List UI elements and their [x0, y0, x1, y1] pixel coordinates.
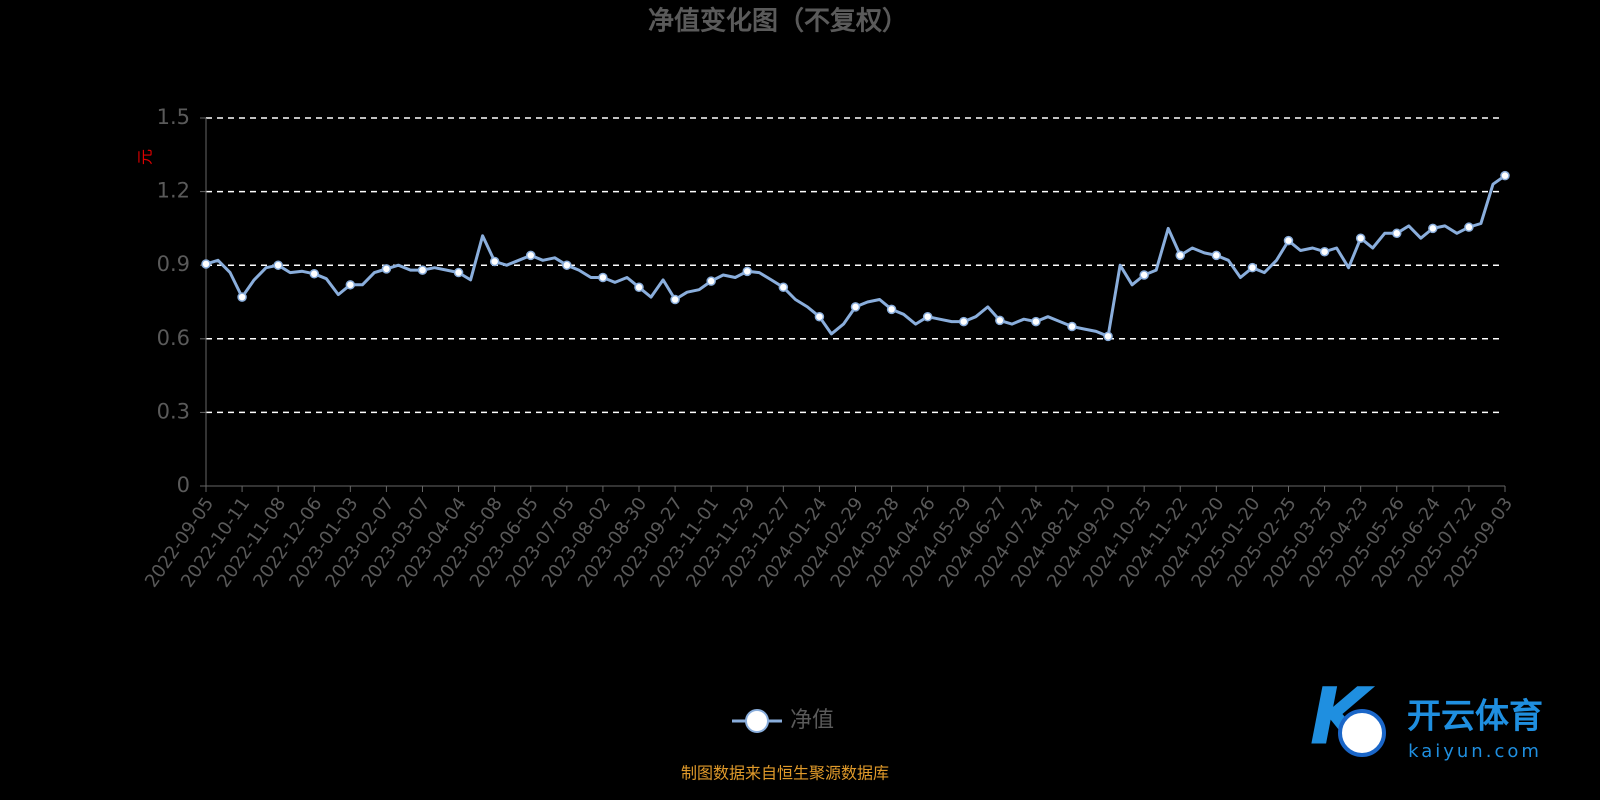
- point-marker: [995, 315, 1005, 326]
- y-tick-label: 0: [177, 473, 190, 497]
- point-marker: [381, 264, 392, 274]
- point-marker: [1103, 331, 1113, 342]
- point-marker: [526, 250, 536, 261]
- point-marker: [417, 265, 428, 275]
- legend-marker: [745, 709, 769, 733]
- point-marker: [1211, 250, 1222, 261]
- point-marker: [670, 294, 680, 305]
- point-marker: [273, 260, 283, 270]
- point-marker: [1067, 321, 1077, 332]
- point-marker: [201, 259, 211, 269]
- point-marker: [1428, 223, 1438, 234]
- point-marker: [1031, 316, 1041, 327]
- y-axis-label: 元: [136, 149, 155, 165]
- point-marker: [634, 282, 644, 293]
- point-marker: [453, 267, 464, 278]
- point-marker: [778, 282, 789, 293]
- y-tick-label: 0.6: [157, 326, 190, 350]
- watermark-ball: [1338, 709, 1386, 757]
- point-marker: [1139, 270, 1149, 280]
- point-marker: [706, 276, 716, 286]
- point-marker: [1319, 246, 1330, 257]
- point-marker: [309, 269, 319, 279]
- point-marker: [850, 302, 861, 312]
- watermark-brand: 开云体育: [1407, 697, 1543, 737]
- chart-title: 净值变化图（不复权）: [648, 6, 908, 37]
- point-marker: [1247, 262, 1258, 273]
- point-marker: [742, 266, 752, 277]
- point-marker: [1500, 170, 1510, 181]
- source-note: 制图数据来自恒生聚源数据库: [681, 764, 889, 783]
- point-marker: [959, 316, 969, 327]
- point-marker: [1355, 233, 1366, 243]
- watermark-site: kaiyun.com: [1408, 741, 1542, 762]
- point-marker: [1392, 228, 1402, 239]
- point-marker: [345, 280, 356, 290]
- y-tick-label: 0.3: [157, 399, 190, 423]
- point-marker: [1283, 235, 1294, 246]
- point-marker: [237, 292, 247, 302]
- point-marker: [1175, 250, 1185, 261]
- series-line: [205, 174, 1506, 338]
- watermark: K 开云体育 kaiyun.com: [1310, 672, 1543, 762]
- point-marker: [598, 272, 608, 283]
- point-marker: [489, 256, 500, 267]
- legend-label: 净值: [790, 708, 834, 733]
- point-marker: [886, 304, 897, 315]
- y-tick-label: 1.2: [157, 179, 190, 203]
- y-tick-label: 1.5: [157, 105, 190, 129]
- point-marker: [562, 260, 572, 270]
- y-tick-label: 0.9: [157, 252, 190, 276]
- point-marker: [922, 311, 933, 322]
- point-marker: [814, 311, 825, 322]
- point-marker: [1464, 222, 1474, 232]
